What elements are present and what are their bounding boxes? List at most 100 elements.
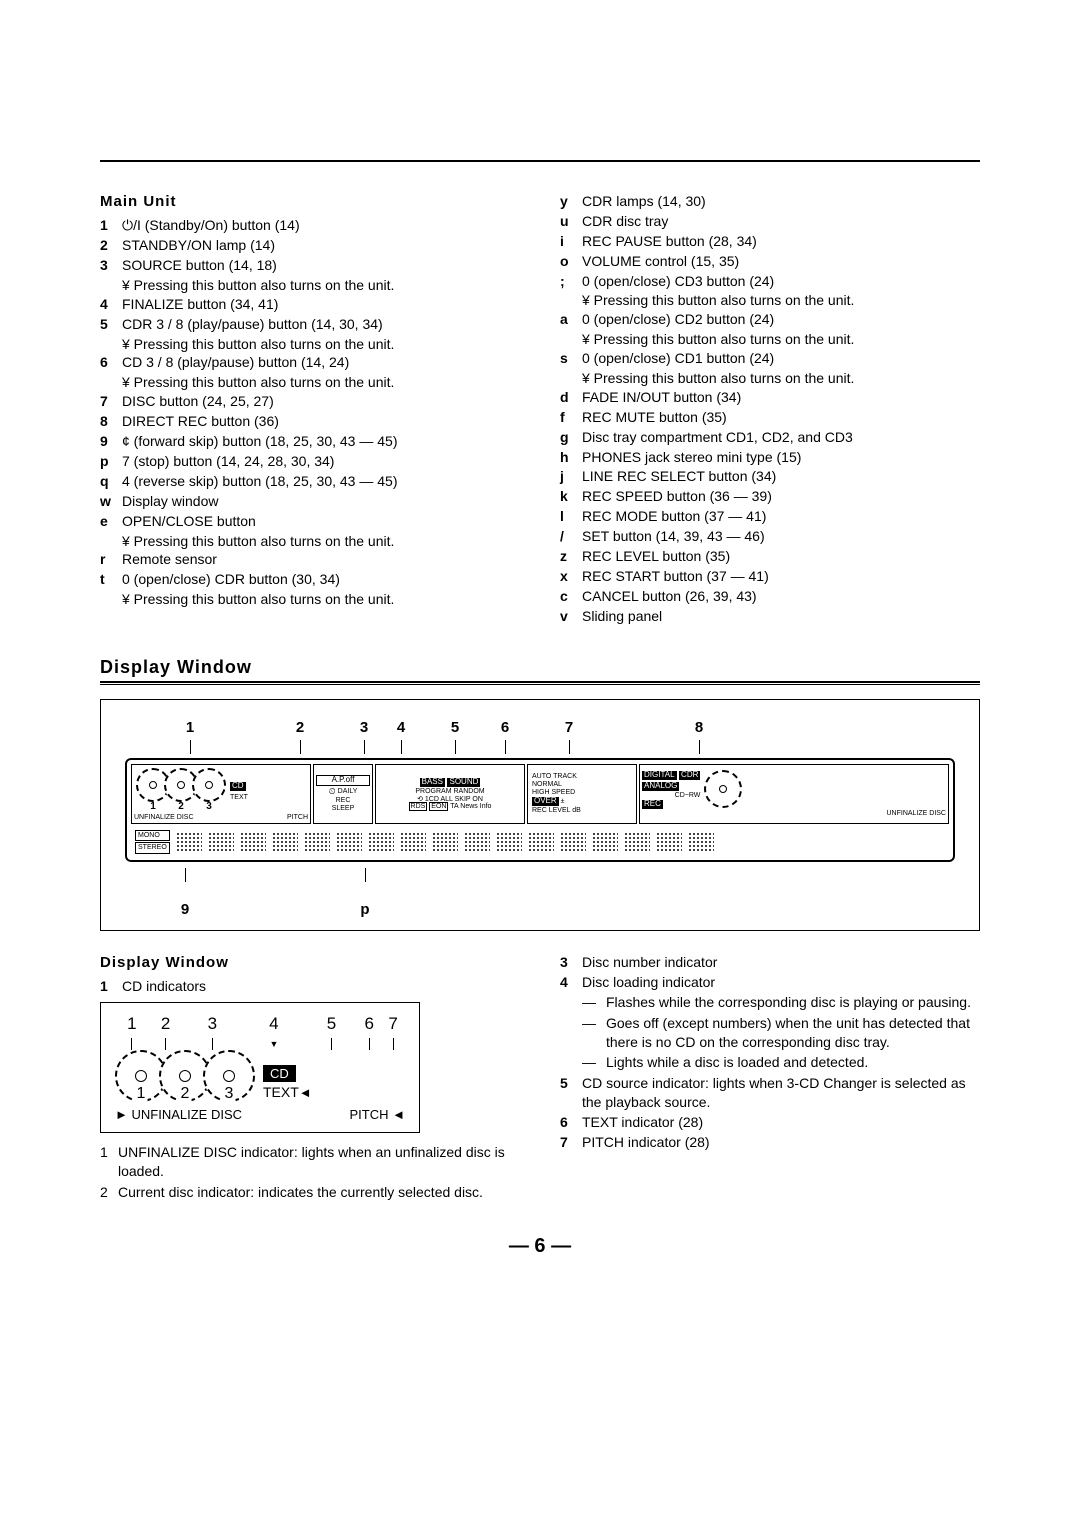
- callout-pointer: [149, 1038, 183, 1050]
- diagram-bottom-pointers: [125, 868, 955, 882]
- list-item: p7 (stop) button (14, 24, 28, 30, 34): [100, 452, 520, 471]
- list-item: oVOLUME control (15, 35): [560, 252, 980, 271]
- callout-pointer: [519, 740, 619, 754]
- callout-pointer: [183, 1038, 243, 1050]
- callout-num: 5: [306, 1013, 358, 1036]
- list-item: t0 (open/close) CDR button (30, 34): [100, 570, 520, 589]
- stereo-label: STEREO: [135, 842, 170, 853]
- list-note: ¥ Pressing this button also turns on the…: [582, 291, 980, 310]
- list-item: 7DISC button (24, 25, 27): [100, 392, 520, 411]
- callout-pointer: [491, 740, 519, 754]
- apoff-label: A.P.off: [316, 775, 370, 786]
- program-label: PROGRAM: [415, 788, 451, 795]
- display-window-details: Display Window 1 CD indicators 1234567 1…: [100, 953, 980, 1203]
- callout-num: 7: [381, 1013, 405, 1036]
- cd-ind-nums: 1234567: [115, 1013, 405, 1036]
- callout-num: 6: [491, 718, 519, 738]
- diagram-top-callouts: 12345678: [125, 718, 955, 738]
- list-item: jLINE REC SELECT button (34): [560, 467, 980, 486]
- list-item: lREC MODE button (37 — 41): [560, 507, 980, 526]
- list-item: 5CDR 3 / 8 (play/pause) button (14, 30, …: [100, 315, 520, 334]
- callout-pointer: [419, 740, 491, 754]
- mono-label: MONO: [135, 830, 170, 841]
- clock-icon: ⏲: [329, 787, 336, 797]
- callout-num: 2: [149, 1013, 183, 1036]
- cdr-disc-icon: [704, 770, 742, 808]
- display-window-subtitle: Display Window: [100, 953, 520, 973]
- callout-pointer: [125, 868, 245, 882]
- list-item: yCDR lamps (14, 30): [560, 192, 980, 211]
- list-item: s0 (open/close) CD1 button (24): [560, 349, 980, 368]
- page-number: — 6 —: [100, 1233, 980, 1260]
- list-item: 6CD 3 / 8 (play/pause) button (14, 24): [100, 353, 520, 372]
- list-note: ¥ Pressing this button also turns on the…: [122, 373, 520, 392]
- list-item: 3Disc number indicator: [560, 953, 980, 972]
- list-item: q4 (reverse skip) button (18, 25, 30, 43…: [100, 472, 520, 491]
- text-label: TEXT: [230, 794, 248, 801]
- list-item: uCDR disc tray: [560, 212, 980, 231]
- list-item: dFADE IN/OUT button (34): [560, 388, 980, 407]
- callout-num: 8: [619, 718, 779, 738]
- list-note: ¥ Pressing this button also turns on the…: [582, 369, 980, 388]
- daily-label: DAILY: [338, 788, 358, 796]
- dash-item: —Lights while a disc is loaded and detec…: [582, 1053, 980, 1072]
- list-note: ¥ Pressing this button also turns on the…: [122, 276, 520, 295]
- diagram-bottom-callouts: 9p: [125, 900, 955, 920]
- display-window-right-list: 3Disc number indicator4Disc loading indi…: [560, 953, 980, 1152]
- dot-matrix-row: MONO STEREO: [131, 824, 949, 856]
- list-item: iREC PAUSE button (28, 34): [560, 232, 980, 251]
- callout-pointer: [125, 740, 255, 754]
- callout-num: p: [245, 900, 485, 920]
- callout-pointer: [357, 1038, 381, 1050]
- autotrack-label: AUTO TRACK: [532, 773, 634, 781]
- main-unit-right-list: yCDR lamps (14, 30)uCDR disc trayiREC PA…: [560, 192, 980, 626]
- callout-pointer: [255, 740, 345, 754]
- list-item: 5CD source indicator: lights when 3-CD C…: [560, 1074, 980, 1112]
- callout-num: 4: [242, 1013, 306, 1036]
- callout-num: 1: [115, 1013, 149, 1036]
- main-unit-title: Main Unit: [100, 192, 520, 212]
- list-item: 1UNFINALIZE DISC indicator: lights when …: [100, 1143, 520, 1181]
- list-item: a0 (open/close) CD2 button (24): [560, 310, 980, 329]
- list-item: 1⏻/I (Standby/On) button (14): [100, 216, 520, 235]
- sleep-label: SLEEP: [316, 805, 370, 813]
- list-item: 2STANDBY/ON lamp (14): [100, 236, 520, 255]
- cd-badge: CD: [263, 1065, 296, 1082]
- list-item: /SET button (14, 39, 43 — 46): [560, 527, 980, 546]
- display-window-heading: Display Window: [100, 655, 980, 679]
- callout-num: 9: [125, 900, 245, 920]
- callout-pointer: [345, 740, 383, 754]
- cd-ind-pointers: [115, 1038, 405, 1050]
- list-item: ;0 (open/close) CD3 button (24): [560, 272, 980, 291]
- list-item: 6TEXT indicator (28): [560, 1113, 980, 1132]
- callout-num: 5: [419, 718, 491, 738]
- main-unit-columns: Main Unit 1⏻/I (Standby/On) button (14)2…: [100, 192, 980, 627]
- disc-icon: 3: [203, 1050, 255, 1102]
- list-item: xREC START button (37 — 41): [560, 567, 980, 586]
- list-note: ¥ Pressing this button also turns on the…: [582, 330, 980, 349]
- list-note: ¥ Pressing this button also turns on the…: [122, 532, 520, 551]
- callout-pointer: [381, 1038, 405, 1050]
- list-item: cCANCEL button (26, 39, 43): [560, 587, 980, 606]
- list-item: zREC LEVEL button (35): [560, 547, 980, 566]
- list-item: rRemote sensor: [100, 550, 520, 569]
- list-item: 4FINALIZE button (34, 41): [100, 295, 520, 314]
- list-item: gDisc tray compartment CD1, CD2, and CD3: [560, 428, 980, 447]
- list-item: fREC MUTE button (35): [560, 408, 980, 427]
- callout-pointer: [245, 868, 485, 882]
- disc-group: 1 2 3 CD TEXT: [134, 766, 308, 804]
- callout-pointer: [115, 1038, 149, 1050]
- bass-label: BASS: [420, 778, 445, 787]
- unfinalize-label: UNFINALIZE DISC: [131, 1107, 242, 1122]
- list-note: ¥ Pressing this button also turns on the…: [122, 335, 520, 354]
- cd-badge: CD: [230, 782, 246, 791]
- list-item: 4Disc loading indicator: [560, 973, 980, 992]
- cd-indicators-sublist: 1UNFINALIZE DISC indicator: lights when …: [100, 1143, 520, 1202]
- callout-pointer: [619, 740, 779, 754]
- diagram-top-pointers: [125, 740, 955, 754]
- callout-num: 6: [357, 1013, 381, 1036]
- unfinalize-label: UNFINALIZE DISC: [134, 814, 194, 822]
- lcd-panel: 1 2 3 CD TEXT UNFINALIZE DISC PITCH A.P.…: [125, 758, 955, 862]
- list-item: eOPEN/CLOSE button: [100, 512, 520, 531]
- list-item: vSliding panel: [560, 607, 980, 626]
